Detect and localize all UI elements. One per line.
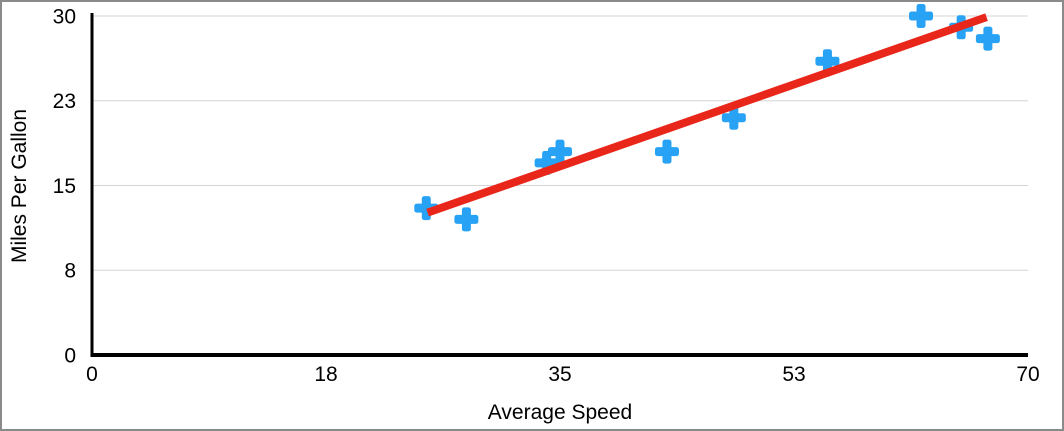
x-axis-title: Average Speed	[487, 401, 633, 424]
y-tick-label: 23	[53, 90, 76, 113]
y-axis-title: Miles Per Gallon	[8, 108, 31, 264]
data-point-marker	[909, 4, 934, 28]
marker-vertical-bar	[822, 49, 832, 74]
marker-vertical-bar	[662, 139, 672, 164]
x-tick-label: 70	[1016, 363, 1039, 386]
marker-vertical-bar	[916, 4, 926, 28]
trendline	[426, 13, 988, 217]
marker-vertical-bar	[729, 105, 739, 130]
x-tick-label: 0	[86, 363, 98, 386]
data-point-marker	[721, 105, 746, 130]
marker-vertical-bar	[555, 139, 565, 164]
marker-vertical-bar	[461, 207, 471, 232]
marker-vertical-bar	[983, 26, 993, 51]
y-tick-label: 8	[64, 260, 76, 283]
data-point-marker	[548, 139, 572, 164]
y-tick-label: 0	[64, 344, 76, 367]
x-tick-label: 35	[548, 363, 571, 386]
data-point-marker	[815, 49, 840, 74]
x-tick-label: 18	[314, 363, 337, 386]
data-point-marker	[454, 207, 479, 232]
y-tick-label: 30	[53, 5, 76, 28]
data-point-marker	[975, 26, 1000, 51]
y-tick-label: 15	[53, 175, 76, 198]
data-point-marker	[654, 139, 679, 164]
x-tick-label: 53	[782, 363, 805, 386]
